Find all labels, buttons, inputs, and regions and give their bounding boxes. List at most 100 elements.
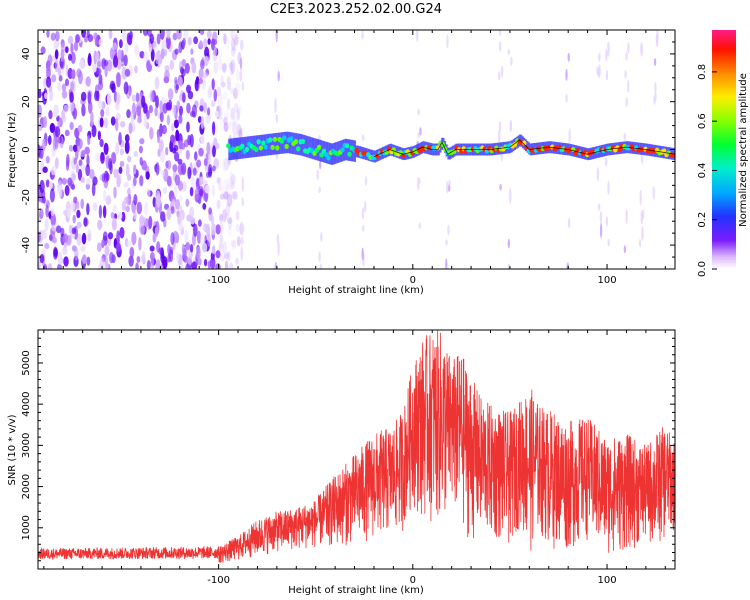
snr-frame (37, 329, 676, 570)
noise-cell (104, 65, 108, 78)
noise-streak (362, 225, 365, 232)
noise-cell (86, 203, 90, 216)
track-halo (271, 133, 274, 155)
noise-cell (80, 245, 86, 252)
noise-cell (71, 245, 77, 252)
noise-cell (125, 195, 132, 206)
noise-cell (187, 90, 194, 100)
noise-cell (102, 189, 107, 201)
noise-cell (229, 177, 235, 185)
noise-cell (87, 228, 92, 242)
noise-cell (149, 251, 155, 261)
noise-cell (210, 215, 215, 226)
noise-cell (112, 55, 119, 68)
track-core (289, 136, 294, 142)
noise-cell (115, 72, 121, 83)
noise-cell (230, 239, 237, 248)
noise-cell (38, 104, 43, 118)
noise-streak (241, 236, 244, 246)
noise-cell (167, 253, 171, 263)
noise-cell (143, 51, 149, 62)
noise-streak (240, 221, 243, 235)
noise-cell (133, 194, 138, 206)
noise-cell (86, 256, 91, 266)
noise-cell (160, 211, 166, 222)
noise-cell (109, 47, 115, 60)
track-halo (347, 139, 350, 161)
track-halo (306, 135, 308, 158)
noise-streak (361, 30, 364, 40)
noise-streak (446, 34, 449, 49)
noise-cell (163, 76, 170, 84)
noise-streak (641, 225, 644, 241)
snr-panel: -100 0 100 1000 2000 3000 4000 5000 Height of … (7, 329, 676, 596)
y-tick-label: 40 (21, 48, 32, 61)
track-halo (301, 134, 304, 156)
spectrogram-x-ticks: -100 0 100 (43, 30, 666, 286)
noise-cell (230, 30, 235, 41)
noise-cell (103, 117, 109, 129)
noise-cell (166, 160, 172, 170)
noise-cell (230, 107, 236, 120)
x-tick-label: 0 (410, 275, 416, 286)
noise-cell (92, 202, 98, 212)
noise-cell (192, 167, 197, 176)
noise-cell (199, 105, 204, 112)
noise-cell (99, 138, 104, 148)
noise-cell (141, 251, 146, 263)
noise-cell (68, 224, 72, 234)
noise-cell (223, 191, 229, 200)
noise-cell (238, 128, 243, 139)
noise-streak (627, 79, 630, 93)
track-core (261, 140, 266, 146)
noise-cell (185, 241, 191, 251)
noise-cell (215, 224, 221, 235)
noise-cell (189, 186, 194, 197)
noise-cell (161, 39, 167, 50)
track-halo (319, 140, 322, 162)
chart-title: C2E3.2023.252.02.00.G24 (270, 2, 442, 17)
spectrogram-y-axis-label: Frequency (Hz) (7, 112, 18, 188)
noise-cell (148, 104, 153, 114)
noise-cell (139, 175, 144, 187)
noise-cell (46, 30, 50, 38)
noise-cell (123, 81, 129, 95)
noise-cell (109, 251, 114, 264)
noise-streak (277, 70, 280, 82)
track-halo (304, 135, 307, 157)
noise-cell (64, 129, 70, 137)
noise-cell (124, 140, 130, 154)
noise-cell (219, 213, 224, 222)
noise-streak (445, 239, 448, 246)
noise-streak (241, 81, 245, 92)
noise-streak (638, 238, 642, 248)
noise-cell (158, 247, 164, 255)
noise-cell (97, 130, 101, 141)
y-tick-label: 0 (21, 146, 32, 152)
noise-cell (190, 48, 194, 55)
noise-cell (186, 102, 191, 114)
noise-cell (234, 35, 239, 46)
noise-cell (110, 116, 116, 126)
noise-cell (172, 32, 178, 41)
noise-cell (69, 102, 75, 112)
noise-cell (47, 263, 53, 269)
spectrogram-x-axis-label: Height of straight line (km) (288, 285, 424, 296)
noise-cell (44, 242, 50, 250)
noise-cell (115, 142, 120, 155)
colorbar-tick-label: 0.8 (697, 64, 708, 80)
noise-cell (143, 201, 149, 216)
noise-cell (233, 131, 238, 139)
noise-cell (55, 30, 60, 42)
track-core (317, 144, 322, 150)
noise-cell (100, 109, 105, 118)
noise-cell (163, 168, 169, 182)
noise-cell (125, 163, 130, 178)
noise-cell (113, 186, 117, 199)
noise-cell (132, 94, 136, 102)
noise-cell (173, 183, 178, 198)
noise-cell (123, 54, 128, 67)
noise-cell (51, 224, 57, 232)
noise-streak (276, 233, 280, 245)
noise-cell (182, 37, 186, 47)
